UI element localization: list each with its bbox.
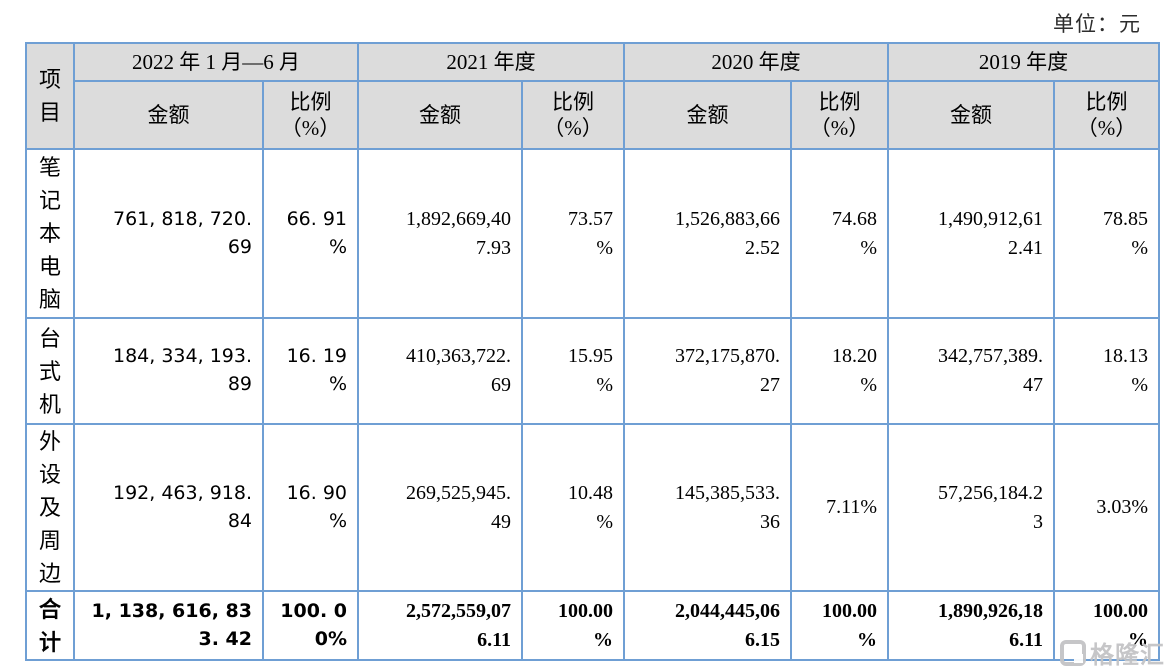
cell-total-2019-amount: 1,890,926,18 6.11 — [887, 590, 1055, 661]
cell-peripherals-2019-amount: 57,256,184.2 3 — [887, 423, 1055, 592]
corner-header-label: 项目 — [38, 67, 61, 125]
gelonghui-watermark: 格隆汇 — [1060, 635, 1165, 670]
cell-laptop-2021-amount: 1,892,669,40 7.93 — [357, 148, 523, 319]
subheader-amount-2021: 金额 — [357, 80, 523, 150]
cell-peripherals-2022-ratio: 16. 90 % — [262, 423, 359, 592]
unit-label: 单位：元 — [1053, 12, 1141, 36]
cell-total-2020-amount: 2,044,445,06 6.15 — [623, 590, 792, 661]
subheader-amount-2022: 金额 — [73, 80, 264, 150]
row-label-text: 台式机 — [38, 325, 61, 417]
cell-laptop-2022-ratio: 66. 91 % — [262, 148, 359, 319]
cell-peripherals-2021-amount: 269,525,945. 49 — [357, 423, 523, 592]
cell-desktop-2021-ratio: 15.95 % — [521, 317, 625, 425]
header-period-row: 项目 2022 年 1 月—6 月 2021 年度 2020 年度 2019 年… — [25, 42, 1160, 150]
cell-total-2022-amount: 1, 138, 616, 83 3. 42 — [73, 590, 264, 661]
cell-laptop-2022-amount: 761, 818, 720. 69 — [73, 148, 264, 319]
subheader-ratio-2021: 比例 （%） — [521, 80, 625, 150]
cell-desktop-2022-ratio: 16. 19 % — [262, 317, 359, 425]
gelonghui-logo-icon — [1060, 639, 1086, 666]
period-header-2022: 2022 年 1 月—6 月 — [73, 42, 359, 82]
subheader-ratio-2019: 比例 （%） — [1053, 80, 1160, 150]
financial-table: 项目 2022 年 1 月—6 月 2021 年度 2020 年度 2019 年… — [25, 42, 1160, 661]
period-header-2019: 2019 年度 — [887, 42, 1160, 82]
cell-peripherals-2022-amount: 192, 463, 918. 84 — [73, 423, 264, 592]
gelonghui-watermark-text: 格隆汇 — [1090, 641, 1165, 669]
row-label-text: 外设及周边 — [38, 429, 61, 586]
cell-desktop-2019-amount: 342,757,389. 47 — [887, 317, 1055, 425]
cell-desktop-2020-amount: 372,175,870. 27 — [623, 317, 792, 425]
cell-total-2021-amount: 2,572,559,07 6.11 — [357, 590, 523, 661]
corner-header-item: 项目 — [25, 42, 75, 150]
cell-peripherals-2020-ratio: 7.11% — [790, 423, 889, 592]
row-label-peripherals: 外设及周边 — [25, 423, 75, 592]
cell-peripherals-2021-ratio: 10.48 % — [521, 423, 625, 592]
subheader-amount-2020: 金额 — [623, 80, 792, 150]
table-row-peripherals: 外设及周边 192, 463, 918. 84 16. 90 % 269,525… — [25, 423, 1160, 592]
cell-desktop-2020-ratio: 18.20 % — [790, 317, 889, 425]
period-header-2020: 2020 年度 — [623, 42, 889, 82]
subheader-ratio-2022: 比例 （%） — [262, 80, 359, 150]
header-sub-row: 金额 比例 （%） 金额 比例 （%） 金额 比例 （%） 金额 比例 （%） — [26, 80, 1160, 150]
cell-total-2022-ratio: 100. 0 0% — [262, 590, 359, 661]
cell-desktop-2019-ratio: 18.13 % — [1053, 317, 1160, 425]
row-label-text: 合计 — [38, 596, 61, 655]
cell-peripherals-2020-amount: 145,385,533. 36 — [623, 423, 792, 592]
cell-desktop-2022-amount: 184, 334, 193. 89 — [73, 317, 264, 425]
cell-peripherals-2019-ratio: 3.03% — [1053, 423, 1160, 592]
row-label-desktop: 台式机 — [25, 317, 75, 425]
cell-laptop-2020-ratio: 74.68 % — [790, 148, 889, 319]
row-label-text: 笔记本电脑 — [38, 155, 61, 312]
cell-total-2019-ratio: 100.00 % — [1053, 590, 1160, 661]
cell-desktop-2021-amount: 410,363,722. 69 — [357, 317, 523, 425]
cell-laptop-2019-amount: 1,490,912,61 2.41 — [887, 148, 1055, 319]
cell-laptop-2021-ratio: 73.57 % — [521, 148, 625, 319]
row-label-laptop: 笔记本电脑 — [25, 148, 75, 319]
period-header-2021: 2021 年度 — [357, 42, 625, 82]
cell-laptop-2019-ratio: 78.85 % — [1053, 148, 1160, 319]
table-row-laptop: 笔记本电脑 761, 818, 720. 69 66. 91 % 1,892,6… — [25, 148, 1160, 319]
table-row-desktop: 台式机 184, 334, 193. 89 16. 19 % 410,363,7… — [25, 317, 1160, 425]
table-row-total: 合计 1, 138, 616, 83 3. 42 100. 0 0% 2,572… — [25, 590, 1160, 661]
cell-total-2021-ratio: 100.00 % — [521, 590, 625, 661]
subheader-ratio-2020: 比例 （%） — [790, 80, 889, 150]
subheader-amount-2019: 金额 — [887, 80, 1055, 150]
cell-laptop-2020-amount: 1,526,883,66 2.52 — [623, 148, 792, 319]
row-label-total: 合计 — [25, 590, 75, 661]
cell-total-2020-ratio: 100.00 % — [790, 590, 889, 661]
